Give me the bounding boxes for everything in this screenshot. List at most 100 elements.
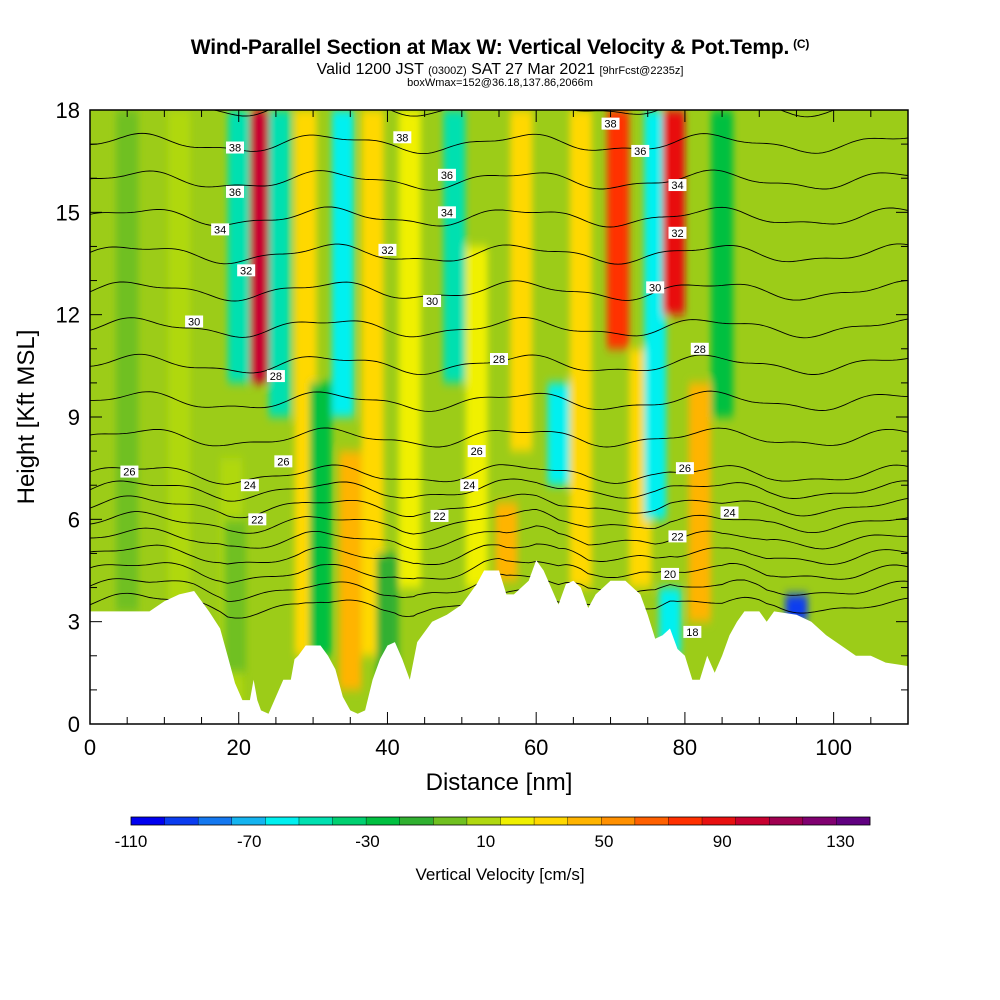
y-tick-label: 6 [68,507,80,532]
contour-label-box [720,506,739,519]
contour-label: 26 [471,446,483,458]
contour-label-box [683,625,702,638]
velocity-column [606,110,629,349]
y-tick-label: 9 [68,405,80,430]
colorbar-swatch [399,817,434,825]
contour-label-box [226,185,245,198]
colorbar-swatch [769,817,804,825]
velocity-column [227,110,250,383]
contour-label: 32 [381,245,393,257]
contour-label-box [237,264,256,277]
velocity-column [250,110,273,383]
contour-label-box [661,567,680,580]
y-tick-label: 15 [56,200,80,225]
velocity-column [510,110,533,452]
contour-label-box [120,465,139,478]
contour-label: 30 [426,296,438,308]
contour-label: 34 [671,180,683,192]
contour-label: 26 [679,463,691,475]
subtitle-valid: Valid 1200 JST [316,61,424,78]
velocity-column [688,382,711,622]
contour-label-box [266,370,285,383]
colorbar-swatch [332,817,367,825]
contour-label: 24 [723,508,735,520]
velocity-column [443,110,466,383]
colorbar-swatch [601,817,636,825]
contour-label: 36 [441,170,453,182]
colorbar-swatch [735,817,770,825]
colorbar-swatch [534,817,568,825]
colorbar-swatch [298,817,333,825]
x-tick-label: 100 [815,735,852,760]
contour-label-box [460,479,479,492]
contour-label-box [274,455,293,468]
y-tick-label: 0 [68,712,80,737]
contour-label: 38 [604,119,616,131]
theta-contour [90,280,908,302]
theta-contour [90,23,908,43]
velocity-column [339,451,362,690]
chart-title-text: Wind-Parallel Section at Max W: Vertical… [190,36,790,59]
contour-label-box [631,144,650,157]
contour-label: 22 [251,514,263,526]
colorbar-swatch [433,817,468,825]
velocity-column [569,110,592,588]
x-axis-label: Distance [nm] [426,769,573,796]
contour-label-box [240,479,259,492]
subtitle-utc: (0300Z) [428,65,467,77]
velocity-column [547,382,570,486]
theta-contour [90,317,908,339]
colorbar-tick-label: 90 [713,832,732,851]
colorbar-swatch [668,817,703,825]
subtitle-date: SAT 27 Mar 2021 [471,61,595,78]
contour-label-box [437,168,456,181]
colorbar-swatch [164,817,199,825]
contour-label-box [437,206,456,219]
contour-label: 32 [240,265,252,277]
contour-label-box [690,342,709,355]
theta-contour [90,525,908,551]
velocity-column [711,110,734,417]
velocity-column [465,246,488,588]
y-tick-label: 12 [56,303,80,328]
colorbar-tick-label: -110 [115,832,148,851]
theta-contour [90,464,908,485]
contour-label: 38 [396,132,408,144]
contour-label-box [378,243,397,256]
colorbar-swatch [231,817,266,825]
theta-contour [90,169,908,191]
contour-label: 26 [123,467,135,479]
velocity-field [116,110,808,714]
colorbar-swatch [265,817,300,825]
contour-label: 38 [229,143,241,155]
contour-label-box [423,295,442,308]
colorbar-swatch [198,817,233,825]
contour-label-box [668,226,687,239]
x-tick-label: 40 [375,735,399,760]
colorbar-tick-label: -30 [355,832,380,851]
colorbar-swatch [836,817,871,825]
contour-label: 28 [270,371,282,383]
contour-label: 24 [463,480,475,492]
theta-contour [90,557,908,584]
contour-label: 34 [441,207,453,219]
y-tick-label: 18 [56,98,80,123]
velocity-column [495,502,518,581]
colorbar: -110 -70 -30 10 50 90 130 [115,816,871,851]
velocity-column [662,110,685,315]
contour-label-box [601,117,620,130]
contour-labels: 38 38 38 36 36 36 34 34 34 32 32 32 30 30 30 28 28 28 26 26… [120,117,739,639]
colorbar-swatch [567,817,602,825]
chart-subtitle: Valid 1200 JST (0300Z) SAT 27 Mar 2021 [… [0,61,1000,79]
velocity-column [168,110,191,605]
velocity-column [398,110,421,588]
colorbar-swatch [802,817,837,825]
contour-label: 30 [649,282,661,294]
contour-label: 26 [277,456,289,468]
contour-label-box [393,131,412,144]
contour-label-box [675,462,694,475]
x-tick-label: 80 [673,735,697,760]
contour-label: 24 [244,480,256,492]
